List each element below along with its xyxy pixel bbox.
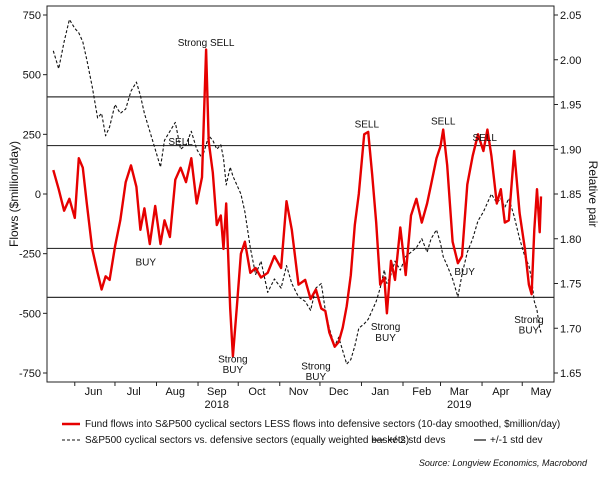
annotation-label: Strong	[371, 322, 400, 333]
right-axis-tick-label: 2.00	[560, 55, 581, 67]
annotation-label: BUY	[223, 365, 244, 376]
annotation-label: BUY	[135, 258, 156, 269]
x-axis-month-label: Apr	[492, 386, 509, 398]
annotation-label: Strong	[514, 315, 543, 326]
right-axis-tick-label: 1.75	[560, 279, 581, 291]
legend-label-relative-pair: S&P500 cyclical sectors vs. defensive se…	[85, 435, 409, 446]
legend-label-2std: +/-2 std devs	[388, 435, 446, 446]
series-layer	[52, 18, 543, 365]
annotation-label: Strong	[218, 354, 247, 365]
annotation-label: SELL	[431, 116, 456, 127]
legend-label-fund-flows: Fund flows into S&P500 cyclical sectors …	[85, 419, 560, 430]
left-axis-tick-label: -500	[19, 308, 41, 320]
right-axis-tick-label: 1.85	[560, 189, 581, 201]
right-axis-tick-label: 1.90	[560, 144, 581, 156]
annotation-label: SELL	[472, 133, 497, 144]
right-axis-tick-label: 1.95	[560, 100, 581, 112]
x-axis-month-label: Feb	[412, 386, 431, 398]
annotation-label: SELL	[168, 137, 193, 148]
right-axis-tick-label: 2.05	[560, 10, 581, 22]
x-axis-month-label: Jun	[85, 386, 103, 398]
x-axis-year-label: 2018	[205, 399, 229, 411]
x-axis-month-label: Sep	[207, 386, 227, 398]
annotation-label: BUY	[454, 267, 475, 278]
left-axis-tick-label: -750	[19, 368, 41, 380]
fund-flows-line	[52, 48, 543, 358]
left-axis-tick-label: 500	[23, 70, 41, 82]
right-axis-tick-label: 1.70	[560, 323, 581, 335]
left-axis-label: Flows ($million/day)	[7, 141, 21, 247]
left-axis-tick-label: -250	[19, 249, 41, 261]
annotation-label: BUY	[375, 333, 396, 344]
relative-pair-dashed-line	[52, 18, 542, 365]
x-axis-month-label: Mar	[450, 386, 469, 398]
reference-lines	[47, 96, 554, 298]
annotation-label: BUY	[519, 326, 540, 337]
left-axis-tick-label: 0	[35, 189, 41, 201]
right-axis-tick-label: 1.65	[560, 368, 581, 380]
annotation-label: SELL	[355, 120, 380, 131]
x-axis-month-label: Jan	[371, 386, 389, 398]
left-axis-tick-label: 750	[23, 10, 41, 22]
legend: Fund flows into S&P500 cyclical sectors …	[62, 419, 560, 446]
x-axis-month-label: Aug	[165, 386, 185, 398]
annotation-label: BUY	[306, 372, 327, 383]
annotation-label: Strong SELL	[178, 38, 235, 49]
x-axis-year-label: 2019	[447, 399, 471, 411]
source-note: Source: Longview Economics, Macrobond	[419, 458, 588, 468]
x-axis-month-label: Nov	[289, 386, 309, 398]
legend-label-1std: +/-1 std dev	[490, 435, 543, 446]
x-axis-month-label: Dec	[329, 386, 349, 398]
axes-layer: 750 500 250 0 -250 -500 -750 2.05 2.00 1.95 1.90 1.…	[19, 10, 581, 411]
left-axis-tick-label: 250	[23, 129, 41, 141]
x-axis-month-label: May	[531, 386, 552, 398]
annotation-label: Strong	[301, 361, 330, 372]
x-axis-month-label: Oct	[248, 386, 265, 398]
right-axis-label: Relative pair	[586, 161, 600, 228]
right-axis-tick-label: 1.80	[560, 234, 581, 246]
x-axis-month-label: Jul	[127, 386, 141, 398]
